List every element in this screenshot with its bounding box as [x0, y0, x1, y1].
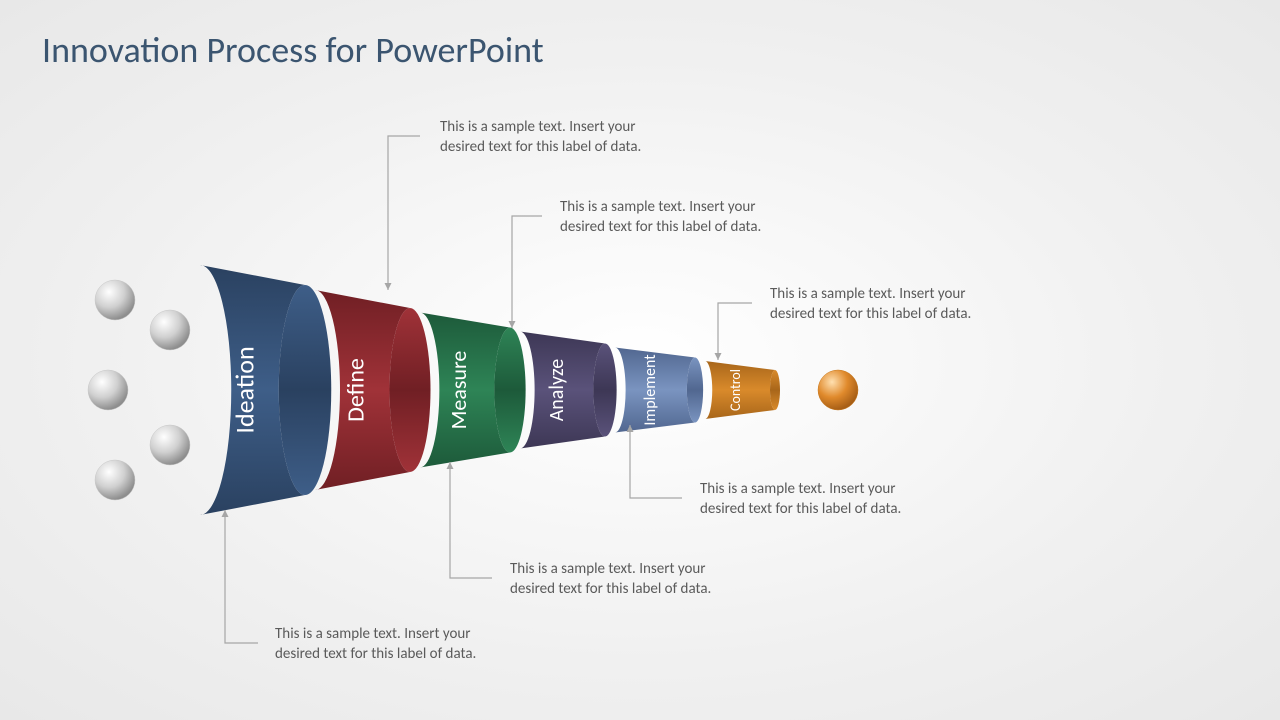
callout-arrow [450, 462, 492, 578]
funnel-label: Define [341, 358, 370, 422]
input-sphere [150, 310, 190, 350]
callout-text: This is a sample text. Insert yourdesire… [560, 198, 860, 237]
callout-arrow [718, 303, 752, 360]
funnel-diagram: Ideation Define Measure Analyze Implement Con… [0, 0, 1280, 720]
input-sphere [95, 460, 135, 500]
input-sphere [95, 280, 135, 320]
funnel-label: Analyze [545, 359, 569, 422]
funnel-rim [770, 370, 780, 410]
callout-text: This is a sample text. Insert yourdesire… [510, 560, 810, 599]
funnel-rim [390, 308, 431, 472]
callout-arrow [512, 216, 542, 328]
callout-text: This is a sample text. Insert yourdesire… [700, 480, 1000, 519]
callout-arrow [225, 510, 258, 643]
funnel-rim [494, 328, 525, 453]
funnel-label: Measure [445, 351, 472, 430]
callout-arrow [388, 136, 420, 290]
funnel-rim [279, 285, 332, 495]
output-sphere [818, 370, 858, 410]
callout-text: This is a sample text. Insert yourdesire… [440, 118, 740, 157]
funnel-label: Ideation [228, 346, 260, 433]
funnel-label: Implement [641, 354, 660, 426]
funnel-rim [687, 358, 703, 423]
input-sphere [150, 425, 190, 465]
callout-text: This is a sample text. Insert yourdesire… [770, 285, 1070, 324]
input-sphere [88, 370, 128, 410]
callout-arrow [630, 425, 682, 498]
funnel-label: Control [727, 369, 744, 411]
callout-text: This is a sample text. Insert yourdesire… [275, 625, 575, 664]
funnel-rim [593, 344, 616, 437]
